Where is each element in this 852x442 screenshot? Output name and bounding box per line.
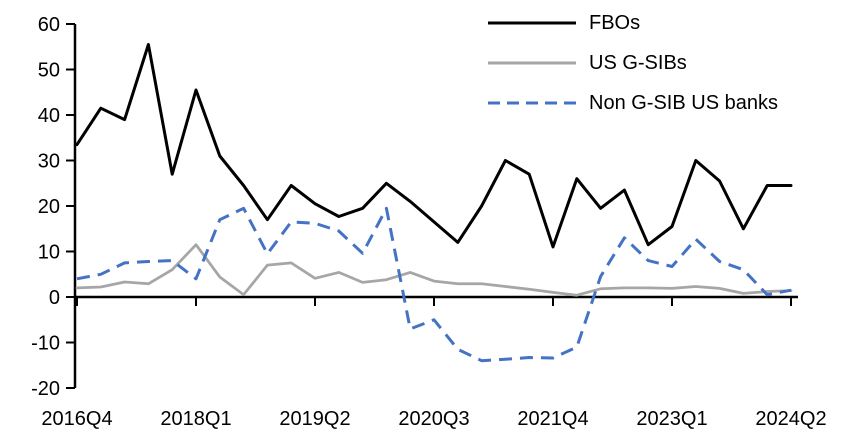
y-tick-label: 60 [38,14,60,36]
y-tick-label: 30 [38,151,60,173]
y-tick-label: -20 [31,378,60,400]
x-tick-label: 2020Q3 [398,408,469,430]
legend-item-non-gsib-us-banks: Non G-SIB US banks [488,83,778,123]
y-tick-label: 20 [38,196,60,218]
x-tick-label: 2019Q2 [279,408,350,430]
legend-item-us-gsibs: US G-SIBs [488,43,778,83]
x-tick-label: 2021Q4 [517,408,588,430]
legend-item-fbos: FBOs [488,3,778,43]
x-tick-label: 2024Q2 [755,408,826,430]
series-line-0 [75,43,793,249]
legend-label-non-gsib-us-banks: Non G-SIB US banks [589,91,778,114]
series-line-2 [76,206,792,363]
legend: FBOs US G-SIBs Non G-SIB US banks [488,3,778,123]
us-gsibs-line-swatch-icon [488,61,576,65]
x-tick-label: 2023Q1 [636,408,707,430]
series-line-1 [75,243,793,297]
non-gsib-us-banks-line-swatch-icon [488,101,576,105]
legend-label-us-gsibs: US G-SIBs [589,51,687,74]
fbos-line-swatch-icon [488,21,576,25]
y-tick-label: 0 [49,287,60,309]
x-tick-label: 2018Q1 [160,408,231,430]
y-tick-label: 10 [38,242,60,264]
y-tick-label: -10 [31,333,60,355]
y-tick-label: 40 [38,105,60,127]
legend-label-fbos: FBOs [589,11,641,34]
x-tick-label: 2016Q4 [41,408,112,430]
y-tick-label: 50 [38,60,60,82]
